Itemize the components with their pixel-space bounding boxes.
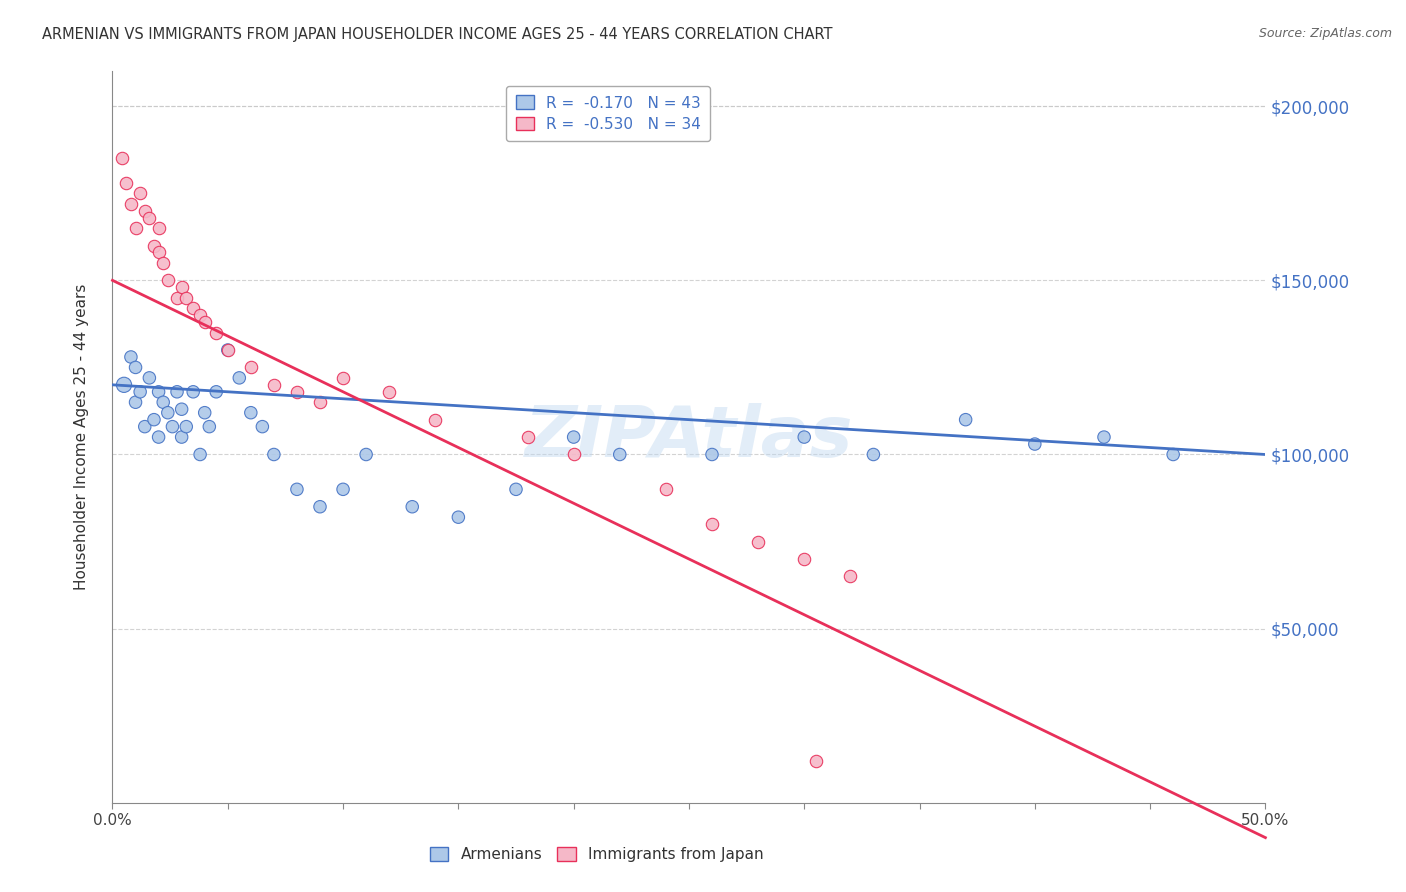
Point [252,419,274,434]
Point [198,419,221,434]
Point [700,517,723,532]
Point [862,448,884,462]
Text: Source: ZipAtlas.com: Source: ZipAtlas.com [1258,27,1392,40]
Point [217,343,239,357]
Point [285,384,308,399]
Point [111,152,134,166]
Point [115,176,138,190]
Point [505,483,527,497]
Point [228,371,250,385]
Point [170,280,193,294]
Point [156,406,179,420]
Point [700,448,723,462]
Point [112,377,135,392]
Point [143,238,166,252]
Point [332,483,354,497]
Point [309,500,332,514]
Point [378,384,401,399]
Point [120,196,142,211]
Point [217,343,239,357]
Point [148,430,170,444]
Point [174,419,197,434]
Point [354,448,377,462]
Point [174,291,197,305]
Point [148,384,170,399]
Point [562,448,585,462]
Point [124,360,146,375]
Point [285,483,308,497]
Point [162,419,184,434]
Point [129,186,152,201]
Point [747,534,769,549]
Point [839,569,862,583]
Point [955,412,977,426]
Point [170,402,193,417]
Point [263,448,285,462]
Point [156,273,179,287]
Point [124,395,146,409]
Point [148,221,170,235]
Point [1024,437,1046,451]
Point [188,448,211,462]
Point [609,448,631,462]
Text: ARMENIAN VS IMMIGRANTS FROM JAPAN HOUSEHOLDER INCOME AGES 25 - 44 YEARS CORRELAT: ARMENIAN VS IMMIGRANTS FROM JAPAN HOUSEH… [42,27,832,42]
Point [562,430,585,444]
Point [194,406,217,420]
Point [804,754,827,768]
Point [143,412,166,426]
Point [205,326,228,340]
Point [188,308,211,322]
Point [793,430,815,444]
Point [447,510,470,524]
Point [166,384,188,399]
Point [152,395,174,409]
Point [138,371,160,385]
Point [1092,430,1115,444]
Point [205,384,228,399]
Legend: Armenians, Immigrants from Japan: Armenians, Immigrants from Japan [423,841,769,868]
Point [263,377,285,392]
Point [124,221,146,235]
Point [1161,448,1184,462]
Point [170,430,193,444]
Point [194,315,217,329]
Point [793,552,815,566]
Text: ZIPAtlas: ZIPAtlas [524,402,853,472]
Point [138,211,160,225]
Point [166,291,188,305]
Point [309,395,332,409]
Point [332,371,354,385]
Point [401,500,423,514]
Point [134,203,156,218]
Point [148,245,170,260]
Point [134,419,156,434]
Point [239,360,262,375]
Point [655,483,678,497]
Point [129,384,152,399]
Point [181,384,204,399]
Point [152,256,174,270]
Point [239,406,262,420]
Point [516,430,538,444]
Y-axis label: Householder Income Ages 25 - 44 years: Householder Income Ages 25 - 44 years [75,284,89,591]
Point [120,350,142,364]
Point [181,301,204,316]
Point [425,412,447,426]
